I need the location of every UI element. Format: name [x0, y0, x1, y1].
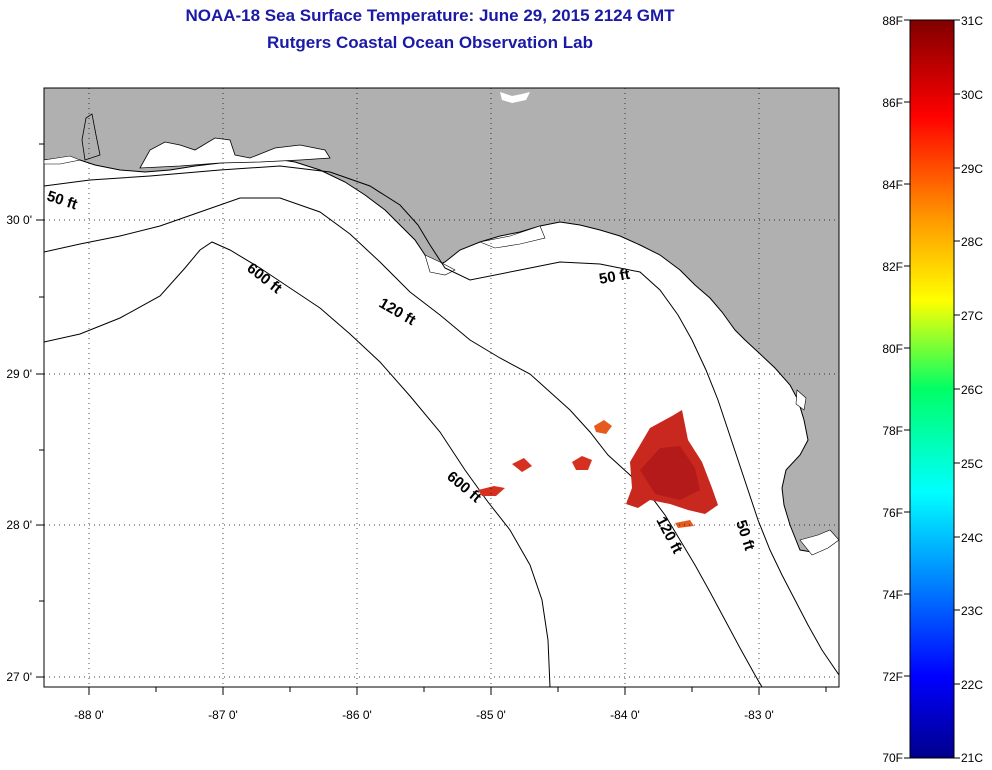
colorbar-label-c: 30C	[961, 88, 983, 102]
sst-patch-small	[675, 520, 694, 528]
sst-patch-west1	[512, 458, 532, 472]
map-subtitle: Rutgers Coastal Ocean Observation Lab	[267, 33, 593, 52]
colorbar-label-f: 82F	[882, 260, 903, 274]
lat-label: 27 0'	[6, 670, 32, 684]
colorbar-label-c: 26C	[961, 383, 983, 397]
colorbar-label-f: 80F	[882, 342, 903, 356]
colorbar-label-f: 76F	[882, 506, 903, 520]
map-title: NOAA-18 Sea Surface Temperature: June 29…	[185, 6, 675, 25]
lon-label: -85 0'	[476, 708, 506, 722]
colorbar-label-f: 84F	[882, 178, 903, 192]
colorbar-label-c: 28C	[961, 235, 983, 249]
colorbar-label-f: 74F	[882, 588, 903, 602]
lon-label: -83 0'	[744, 708, 774, 722]
sst-patch-mid	[572, 456, 592, 470]
colorbar-label-c: 22C	[961, 678, 983, 692]
colorbar-label-c: 24C	[961, 531, 983, 545]
colorbar-label-f: 78F	[882, 424, 903, 438]
lon-label: -86 0'	[342, 708, 372, 722]
colorbar-label-f: 86F	[882, 96, 903, 110]
lake-patch	[500, 92, 530, 103]
lon-label: -84 0'	[610, 708, 640, 722]
colorbar-ticks-c	[954, 19, 960, 759]
colorbar-label-c: 21C	[961, 751, 983, 765]
sst-patch-orange	[594, 420, 612, 434]
colorbar-label-f: 70F	[882, 751, 903, 765]
colorbar-label-f: 88F	[882, 14, 903, 28]
colorbar-ticks-f	[904, 19, 910, 759]
colorbar	[909, 19, 955, 759]
colorbar-label-c: 27C	[961, 309, 983, 323]
colorbar-label-c: 29C	[961, 162, 983, 176]
colorbar-label-c: 25C	[961, 457, 983, 471]
sst-patch-main-core	[640, 446, 700, 500]
lon-label: -87 0'	[208, 708, 238, 722]
colorbar-label-c: 23C	[961, 604, 983, 618]
sst-patch-west2	[478, 486, 505, 496]
depth-label-50ft-east: 50 ft	[598, 266, 631, 288]
lon-label: -88 0'	[74, 708, 104, 722]
map-ticks	[36, 143, 827, 695]
colorbar-label-f: 72F	[882, 670, 903, 684]
lat-label: 29 0'	[6, 367, 32, 381]
contour-50ft	[44, 165, 839, 676]
lat-label: 30 0'	[6, 213, 32, 227]
contour-600ft	[44, 241, 551, 687]
colorbar-label-c: 31C	[961, 14, 983, 28]
lat-label: 28 0'	[6, 518, 32, 532]
